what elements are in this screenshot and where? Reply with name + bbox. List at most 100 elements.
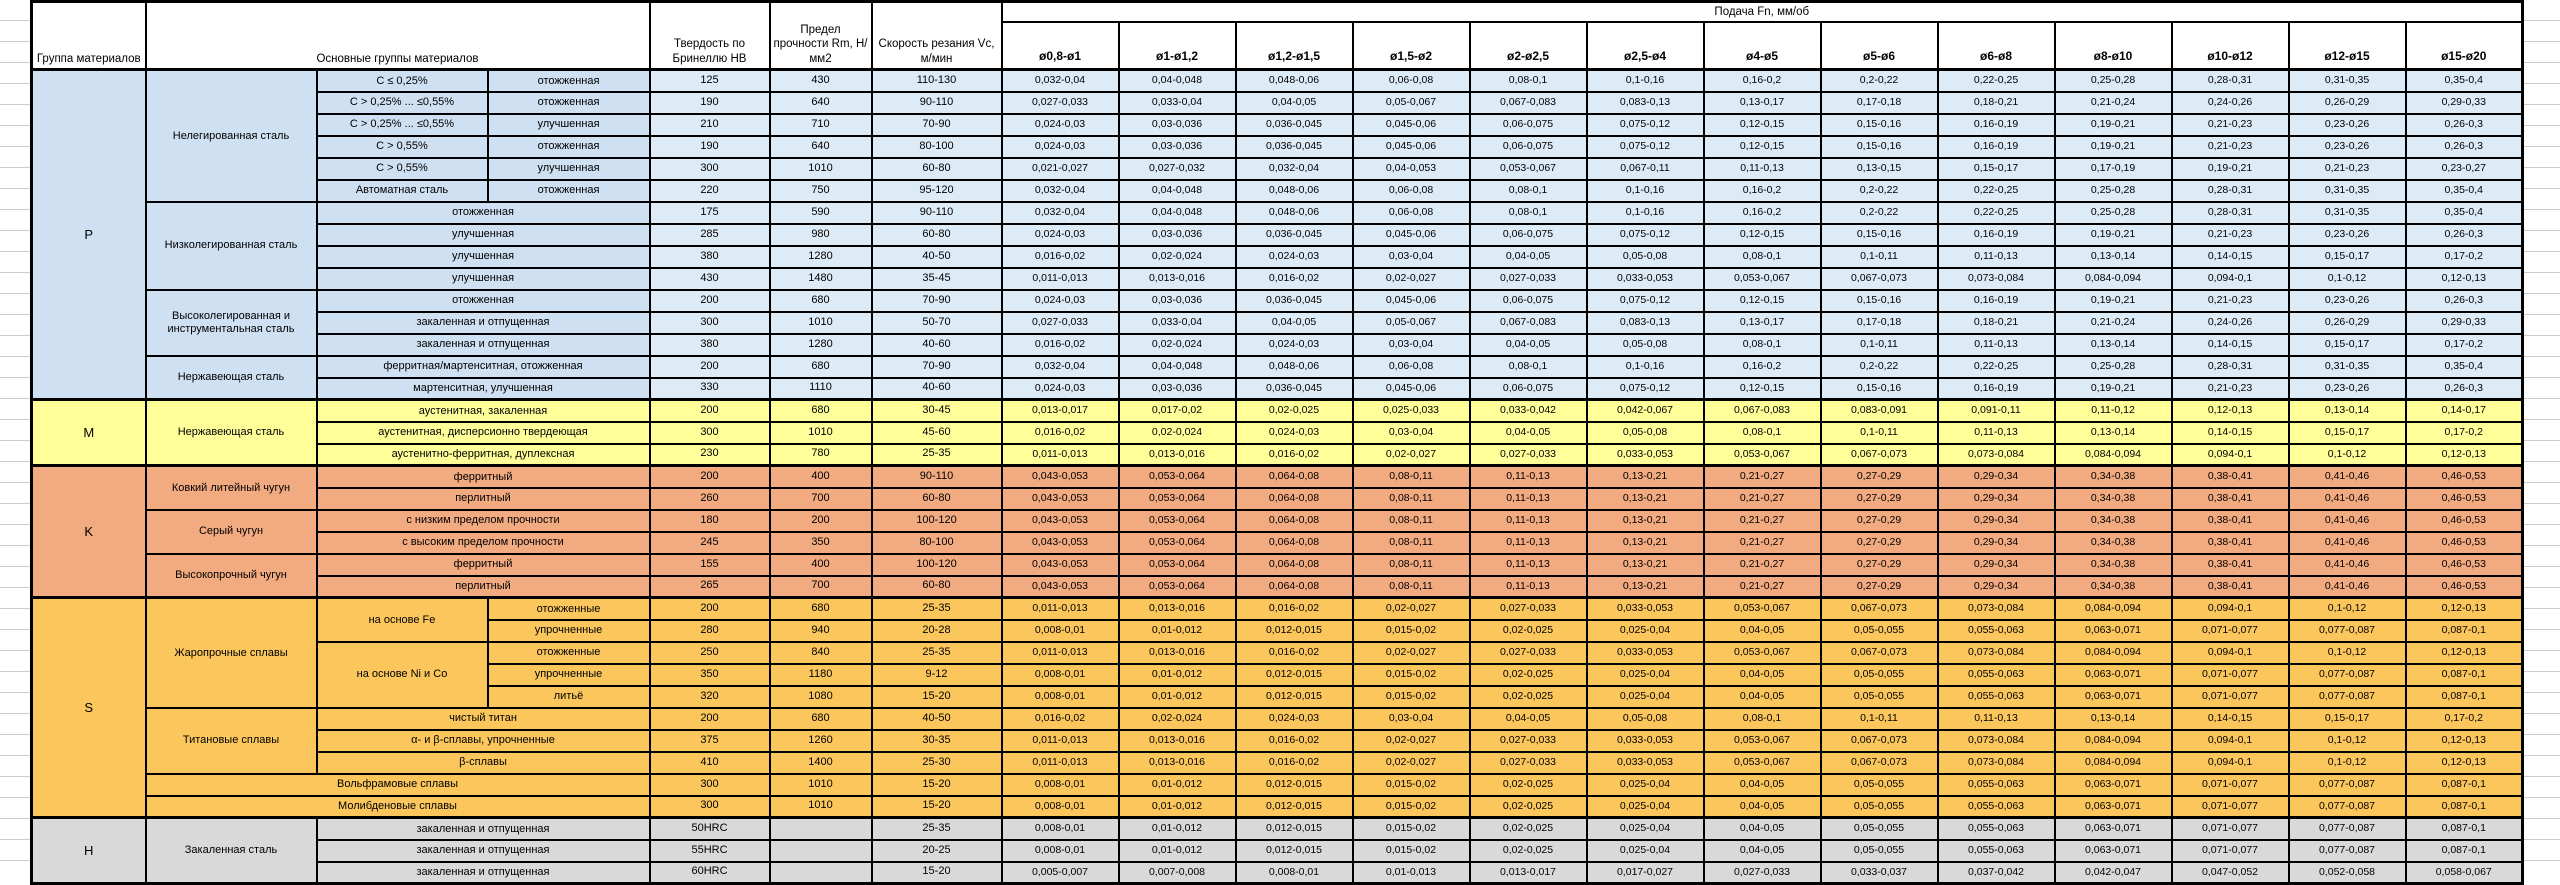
feed-cell[interactable]: 0,015-0,02 bbox=[1351, 794, 1471, 819]
feed-cell[interactable]: 0,29-0,34 bbox=[1936, 464, 2056, 489]
feed-cell[interactable]: 0,087-0,1 bbox=[2404, 794, 2524, 819]
feed-cell[interactable]: 0,012-0,015 bbox=[1234, 618, 1354, 643]
hardness-cell[interactable]: 200 bbox=[648, 706, 771, 731]
feed-cell[interactable]: 0,01-0,012 bbox=[1117, 794, 1237, 819]
feed-cell[interactable]: 0,073-0,084 bbox=[1936, 750, 2056, 775]
feed-cell[interactable]: 0,28-0,31 bbox=[2170, 68, 2290, 93]
speed-cell[interactable]: 15-20 bbox=[870, 684, 1003, 709]
feed-cell[interactable]: 0,21-0,23 bbox=[2170, 288, 2290, 313]
speed-cell[interactable]: 25-35 bbox=[870, 640, 1003, 665]
feed-cell[interactable]: 0,19-0,21 bbox=[2170, 156, 2290, 181]
feed-cell[interactable]: 0,043-0,053 bbox=[1000, 552, 1120, 577]
feed-cell[interactable]: 0,1-0,12 bbox=[2287, 266, 2407, 291]
feed-cell[interactable]: 0,1-0,11 bbox=[1819, 420, 1939, 445]
feed-cell[interactable]: 0,067-0,083 bbox=[1702, 398, 1822, 423]
header-cutting-speed[interactable]: Скорость резания Vc, м/мин bbox=[870, 0, 1003, 71]
feed-cell[interactable]: 0,14-0,15 bbox=[2170, 706, 2290, 731]
feed-cell[interactable]: 0,04-0,05 bbox=[1702, 838, 1822, 863]
feed-cell[interactable]: 0,084-0,094 bbox=[2053, 640, 2173, 665]
feed-cell[interactable]: 0,04-0,05 bbox=[1234, 90, 1354, 115]
material-state-cell[interactable]: упрочненные bbox=[486, 618, 651, 643]
hardness-cell[interactable]: 285 bbox=[648, 222, 771, 247]
feed-cell[interactable]: 0,017-0,02 bbox=[1117, 398, 1237, 423]
feed-cell[interactable]: 0,12-0,15 bbox=[1702, 288, 1822, 313]
feed-cell[interactable]: 0,31-0,35 bbox=[2287, 354, 2407, 379]
material-state-cell[interactable]: ферритный bbox=[315, 552, 651, 577]
feed-cell[interactable]: 0,03-0,04 bbox=[1351, 244, 1471, 269]
feed-cell[interactable]: 0,41-0,46 bbox=[2287, 464, 2407, 489]
feed-cell[interactable]: 0,087-0,1 bbox=[2404, 772, 2524, 797]
feed-cell[interactable]: 0,03-0,036 bbox=[1117, 134, 1237, 159]
feed-cell[interactable]: 0,38-0,41 bbox=[2170, 552, 2290, 577]
feed-cell[interactable]: 0,04-0,048 bbox=[1117, 200, 1237, 225]
feed-cell[interactable]: 0,053-0,067 bbox=[1702, 596, 1822, 621]
feed-cell[interactable]: 0,13-0,21 bbox=[1585, 464, 1705, 489]
feed-cell[interactable]: 0,016-0,02 bbox=[1234, 596, 1354, 621]
feed-cell[interactable]: 0,16-0,19 bbox=[1936, 376, 2056, 401]
material-condition-cell[interactable]: C > 0,55% bbox=[315, 134, 489, 159]
feed-cell[interactable]: 0,17-0,18 bbox=[1819, 90, 1939, 115]
feed-cell[interactable]: 0,11-0,13 bbox=[1936, 420, 2056, 445]
hardness-cell[interactable]: 300 bbox=[648, 420, 771, 445]
speed-cell[interactable]: 9-12 bbox=[870, 662, 1003, 687]
feed-cell[interactable]: 0,03-0,036 bbox=[1117, 222, 1237, 247]
feed-cell[interactable]: 0,015-0,02 bbox=[1351, 662, 1471, 687]
strength-cell[interactable]: 1080 bbox=[768, 684, 873, 709]
feed-cell[interactable]: 0,1-0,12 bbox=[2287, 442, 2407, 467]
feed-cell[interactable]: 0,38-0,41 bbox=[2170, 574, 2290, 599]
feed-cell[interactable]: 0,41-0,46 bbox=[2287, 508, 2407, 533]
feed-cell[interactable]: 0,075-0,12 bbox=[1585, 222, 1705, 247]
feed-cell[interactable]: 0,19-0,21 bbox=[2053, 134, 2173, 159]
material-state-cell[interactable]: отожженная bbox=[486, 90, 651, 115]
feed-cell[interactable]: 0,073-0,084 bbox=[1936, 728, 2056, 753]
material-state-cell[interactable]: отожженная bbox=[486, 68, 651, 93]
strength-cell[interactable]: 400 bbox=[768, 464, 873, 489]
feed-cell[interactable]: 0,048-0,06 bbox=[1234, 68, 1354, 93]
feed-cell[interactable]: 0,012-0,015 bbox=[1234, 772, 1354, 797]
hardness-cell[interactable]: 250 bbox=[648, 640, 771, 665]
hardness-cell[interactable]: 330 bbox=[648, 376, 771, 401]
feed-cell[interactable]: 0,08-0,1 bbox=[1468, 68, 1588, 93]
feed-cell[interactable]: 0,22-0,25 bbox=[1936, 354, 2056, 379]
feed-cell[interactable]: 0,05-0,067 bbox=[1351, 90, 1471, 115]
feed-cell[interactable]: 0,052-0,058 bbox=[2287, 860, 2407, 885]
feed-cell[interactable]: 0,053-0,064 bbox=[1117, 574, 1237, 599]
feed-cell[interactable]: 0,025-0,04 bbox=[1585, 684, 1705, 709]
feed-cell[interactable]: 0,41-0,46 bbox=[2287, 486, 2407, 511]
feed-cell[interactable]: 0,1-0,16 bbox=[1585, 354, 1705, 379]
feed-cell[interactable]: 0,067-0,083 bbox=[1468, 310, 1588, 335]
feed-cell[interactable]: 0,05-0,055 bbox=[1819, 794, 1939, 819]
feed-cell[interactable]: 0,02-0,024 bbox=[1117, 420, 1237, 445]
feed-cell[interactable]: 0,05-0,055 bbox=[1819, 684, 1939, 709]
header-tensile-strength[interactable]: Предел прочности Rm, Н/мм2 bbox=[768, 0, 873, 71]
feed-cell[interactable]: 0,08-0,1 bbox=[1702, 244, 1822, 269]
feed-cell[interactable]: 0,1-0,11 bbox=[1819, 332, 1939, 357]
feed-cell[interactable]: 0,087-0,1 bbox=[2404, 684, 2524, 709]
speed-cell[interactable]: 90-110 bbox=[870, 200, 1003, 225]
feed-cell[interactable]: 0,042-0,067 bbox=[1585, 398, 1705, 423]
feed-cell[interactable]: 0,064-0,08 bbox=[1234, 486, 1354, 511]
feed-cell[interactable]: 0,21-0,23 bbox=[2170, 376, 2290, 401]
feed-cell[interactable]: 0,067-0,073 bbox=[1819, 640, 1939, 665]
material-group-cell[interactable]: Нержавеющая сталь bbox=[144, 398, 318, 467]
feed-cell[interactable]: 0,048-0,06 bbox=[1234, 200, 1354, 225]
feed-cell[interactable]: 0,38-0,41 bbox=[2170, 530, 2290, 555]
speed-cell[interactable]: 15-20 bbox=[870, 772, 1003, 797]
feed-cell[interactable]: 0,21-0,23 bbox=[2170, 112, 2290, 137]
feed-cell[interactable]: 0,077-0,087 bbox=[2287, 618, 2407, 643]
group-letter-cell[interactable]: H bbox=[30, 816, 147, 885]
feed-cell[interactable]: 0,053-0,067 bbox=[1702, 640, 1822, 665]
feed-cell[interactable]: 0,036-0,045 bbox=[1234, 112, 1354, 137]
hardness-cell[interactable]: 180 bbox=[648, 508, 771, 533]
diameter-header-cell[interactable]: ø15-ø20 bbox=[2404, 21, 2524, 71]
feed-cell[interactable]: 0,024-0,03 bbox=[1000, 134, 1120, 159]
speed-cell[interactable]: 60-80 bbox=[870, 156, 1003, 181]
hardness-cell[interactable]: 220 bbox=[648, 178, 771, 203]
feed-cell[interactable]: 0,16-0,2 bbox=[1702, 354, 1822, 379]
feed-cell[interactable]: 0,01-0,013 bbox=[1351, 860, 1471, 885]
feed-cell[interactable]: 0,29-0,34 bbox=[1936, 508, 2056, 533]
speed-cell[interactable]: 40-50 bbox=[870, 244, 1003, 269]
feed-cell[interactable]: 0,46-0,53 bbox=[2404, 530, 2524, 555]
feed-cell[interactable]: 0,11-0,13 bbox=[1468, 486, 1588, 511]
feed-cell[interactable]: 0,06-0,075 bbox=[1468, 222, 1588, 247]
